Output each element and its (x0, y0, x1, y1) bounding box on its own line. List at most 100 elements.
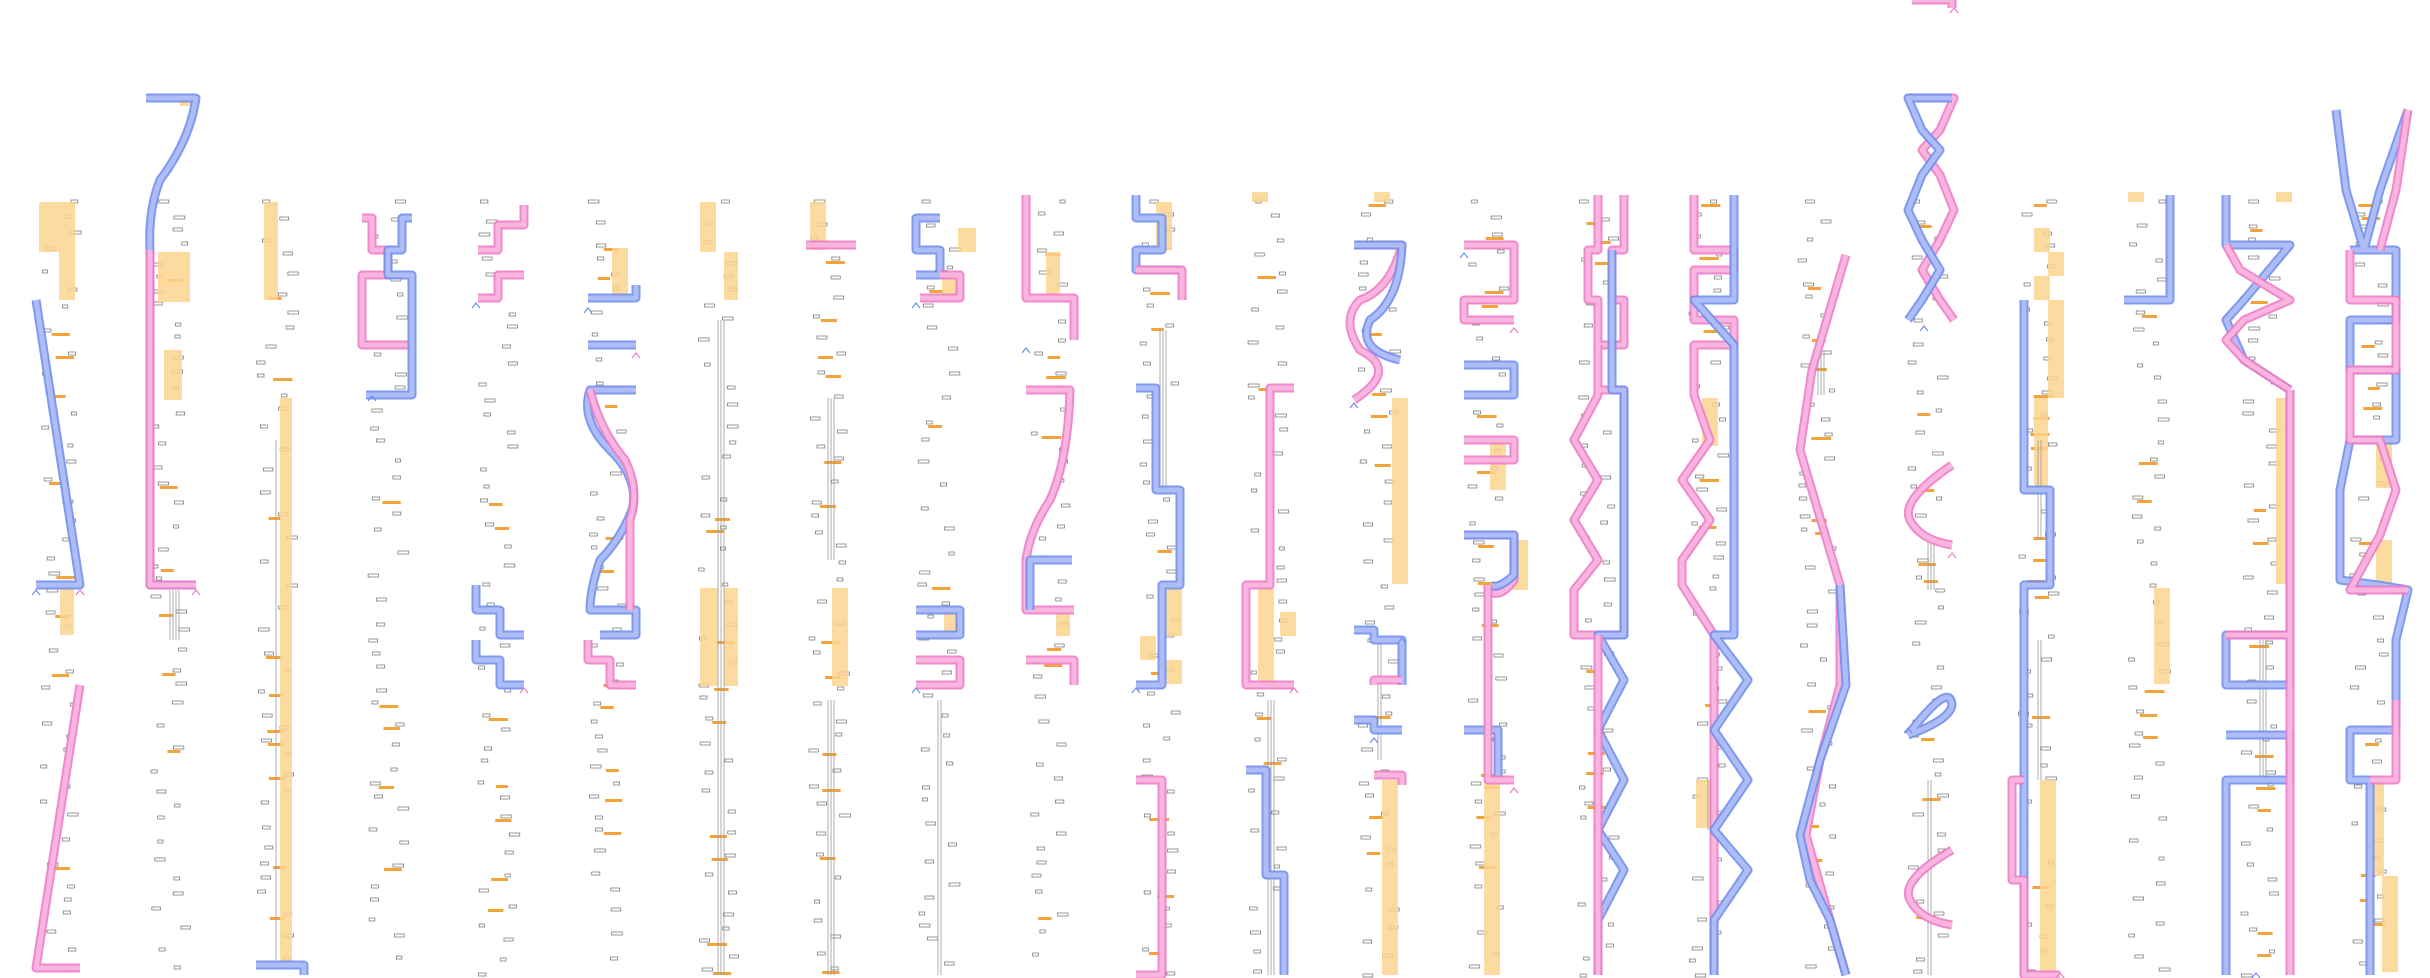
tick-label (1820, 417, 1831, 422)
highlight-block (2376, 540, 2392, 588)
tick-label (1143, 287, 1151, 292)
tick-label (2153, 375, 2161, 380)
caret-up-icon (191, 589, 201, 596)
tick-label (178, 627, 190, 632)
tick-label (1278, 509, 1289, 514)
tick-label (1933, 911, 1945, 916)
tick-label (728, 890, 738, 895)
tick-label (1580, 815, 1587, 820)
tick-label (1250, 828, 1260, 833)
highlight-block (280, 398, 292, 968)
highlight-block (810, 202, 826, 250)
tick-label (499, 957, 507, 962)
tick-label (279, 216, 290, 221)
dash-marker (1594, 262, 1615, 265)
tick-label (1806, 609, 1818, 614)
dash-marker (488, 909, 504, 912)
caret-up-icon (31, 589, 41, 596)
tick-label (1362, 939, 1372, 944)
tick-label (1917, 558, 1929, 563)
tick-label (1248, 788, 1255, 793)
tick-label (720, 525, 727, 530)
tick-label (596, 243, 607, 248)
tick-label (1828, 388, 1835, 393)
tick-label (2374, 340, 2383, 345)
dash-marker (2257, 809, 2271, 812)
tick-label (1359, 260, 1368, 265)
tick-label (610, 887, 620, 892)
dash-marker (2254, 755, 2274, 758)
tick-label (810, 416, 821, 421)
tick-label (924, 895, 935, 900)
caret-up-icon (1131, 687, 1141, 694)
tick-label (1937, 375, 1949, 380)
tick-label (485, 522, 495, 527)
tick-label (808, 748, 819, 753)
tick-label (1607, 922, 1614, 927)
highlight-block (2048, 300, 2064, 398)
tick-label (2129, 242, 2137, 247)
tick-label (816, 444, 826, 449)
tick-label (830, 966, 839, 971)
tick-label (1713, 288, 1722, 293)
tick-label (2048, 634, 2055, 639)
dash-marker (2365, 743, 2379, 746)
tick-label (1799, 514, 1811, 519)
tick-label (1271, 810, 1280, 815)
caret-up-icon (2055, 972, 2065, 978)
tick-label (172, 227, 183, 232)
tick-label (837, 686, 845, 691)
tick-label (151, 906, 161, 911)
tick-label (264, 651, 274, 656)
route-path-fill (1905, 95, 1952, 322)
tick-label (1362, 973, 1374, 978)
tick-label (922, 693, 934, 698)
highlight-block (700, 202, 716, 252)
tick-label (595, 827, 603, 832)
dash-marker (822, 753, 837, 756)
tick-label (1249, 906, 1258, 911)
tick-label (1359, 459, 1367, 464)
tick-label (157, 481, 169, 486)
tick-label (1907, 360, 1917, 365)
tick-label (1058, 338, 1066, 343)
tick-label (2266, 665, 2274, 670)
tick-label (1475, 861, 1485, 866)
tick-label (370, 897, 379, 902)
tick-label (616, 429, 627, 434)
dash-marker (1595, 241, 1611, 244)
tick-label (1577, 902, 1586, 907)
route-path-outline (1459, 240, 1519, 598)
tick-label (395, 199, 406, 204)
tick-label (2134, 954, 2144, 959)
dash-marker (268, 517, 281, 520)
tick-label (722, 582, 729, 587)
tick-label (1147, 691, 1155, 696)
tick-label (172, 891, 184, 896)
tick-label (1579, 360, 1590, 365)
tick-label (1915, 430, 1925, 435)
tick-label (1915, 513, 1927, 518)
tick-label (2158, 199, 2166, 204)
tick-label (1579, 199, 1589, 204)
tick-label (1163, 497, 1170, 502)
tick-label (480, 498, 488, 503)
tick-label (726, 402, 739, 407)
tick-label (920, 506, 929, 511)
dash-marker (604, 405, 618, 408)
tick-label (2047, 442, 2058, 447)
tick-label (1916, 390, 1924, 395)
tick-label (2156, 881, 2166, 886)
tick-label (480, 199, 489, 204)
tick-label (610, 907, 622, 912)
dash-marker (1477, 545, 1494, 548)
tick-label (2373, 415, 2380, 420)
tick-label (834, 875, 842, 880)
tick-label (2243, 575, 2254, 580)
highlight-block (2276, 192, 2292, 202)
tick-label (507, 444, 519, 449)
tick-label (46, 929, 57, 934)
tick-label (705, 716, 714, 721)
tick-label (508, 312, 516, 317)
caret-up-icon (367, 395, 377, 402)
